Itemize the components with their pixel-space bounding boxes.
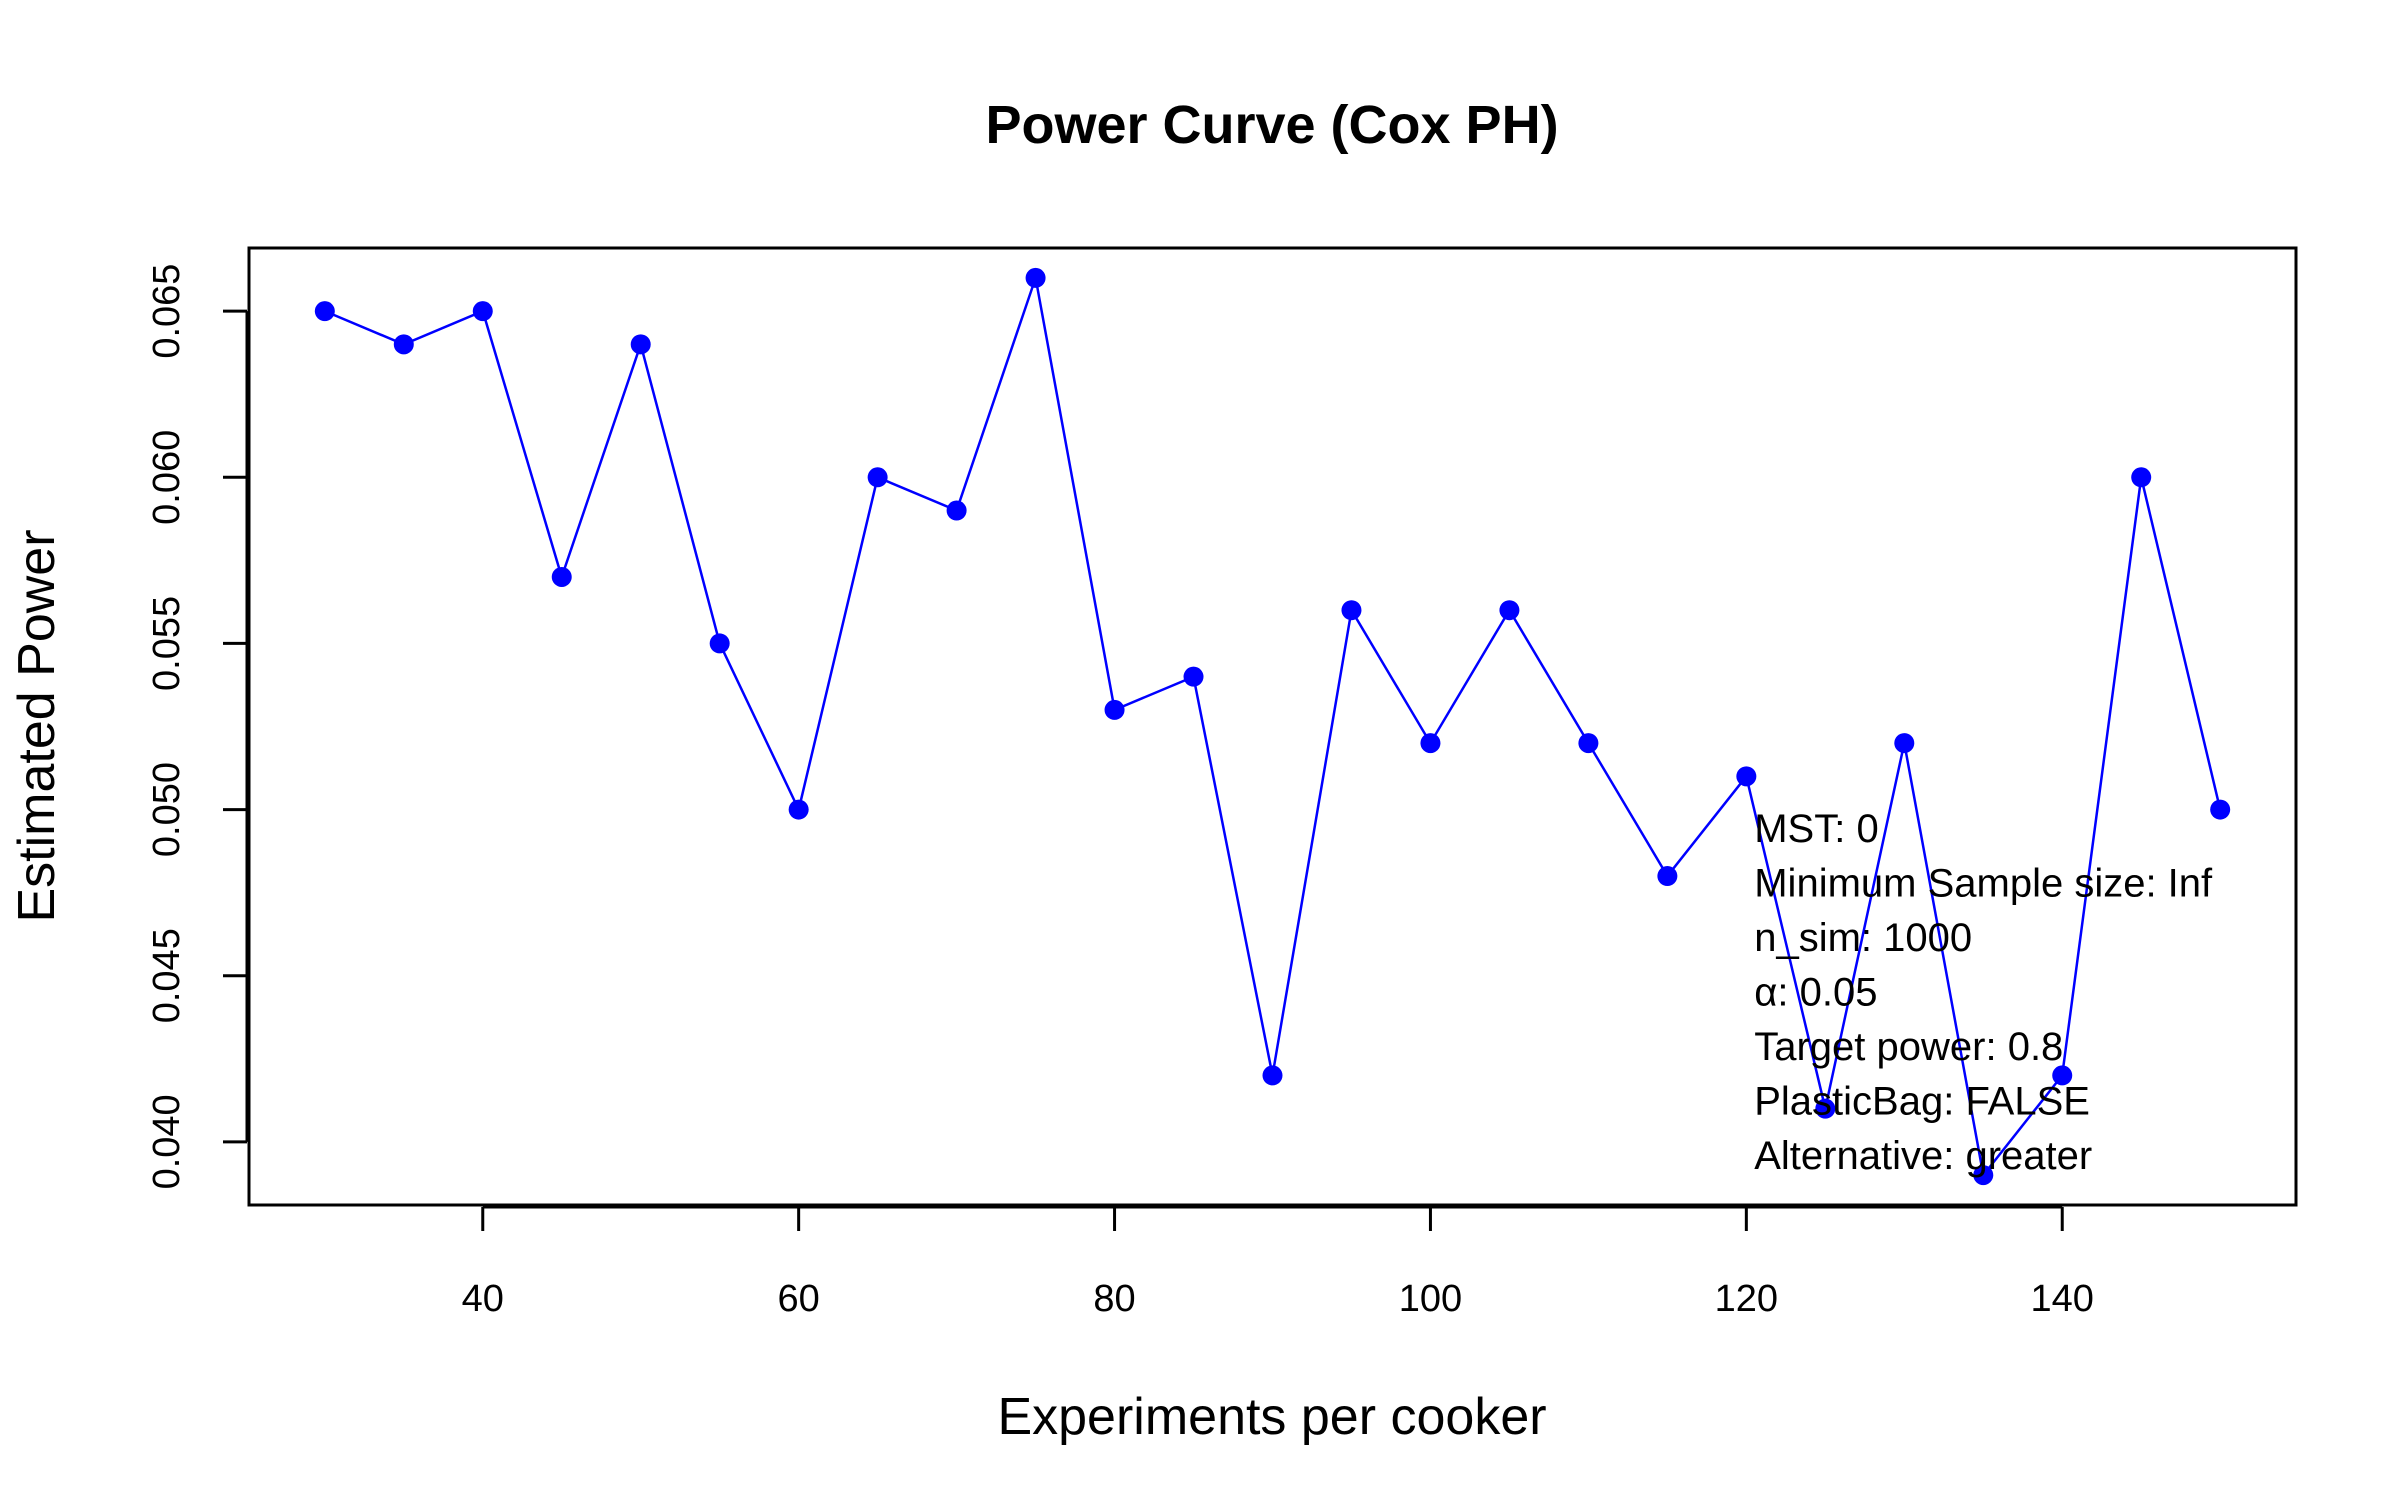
annotation-line: n_sim: 1000 <box>1754 916 1972 960</box>
annotation-line: α: 0.05 <box>1754 971 1877 1015</box>
y-axis-title: Estimated Power <box>8 529 66 922</box>
x-tick-label: 100 <box>1399 1278 1462 1320</box>
x-tick-label: 120 <box>1715 1278 1778 1320</box>
data-point <box>1578 733 1599 754</box>
y-tick-label: 0.040 <box>146 1094 188 1189</box>
data-point <box>867 467 888 488</box>
annotation-line: Alternative: greater <box>1754 1134 2092 1178</box>
data-point <box>788 799 809 820</box>
data-point <box>1104 699 1125 720</box>
data-point <box>2131 467 2152 488</box>
data-point <box>472 301 493 322</box>
y-tick-label: 0.060 <box>146 430 188 525</box>
data-point <box>1262 1065 1283 1086</box>
x-axis: 40 60 80 100 120 140 <box>462 1205 2094 1320</box>
data-point <box>2052 1065 2073 1086</box>
data-point <box>1420 733 1441 754</box>
y-axis: 0.040 0.045 0.050 0.055 0.060 0.065 <box>146 264 249 1189</box>
x-tick-label: 40 <box>462 1278 504 1320</box>
x-axis-title: Experiments per cooker <box>997 1388 1546 1446</box>
annotation-line: MST: 0 <box>1754 807 1878 851</box>
x-tick-label: 80 <box>1093 1278 1135 1320</box>
plot-frame <box>247 246 2298 1207</box>
chart-title: Power Curve (Cox PH) <box>985 95 1558 155</box>
data-point <box>709 633 730 654</box>
annotation-line: Minimum Sample size: Inf <box>1754 862 2213 906</box>
series-layer <box>314 267 2231 1186</box>
annotation-line: PlasticBag: FALSE <box>1754 1080 2090 1124</box>
data-point <box>1894 733 1915 754</box>
annotation-line: Target power: 0.8 <box>1754 1025 2063 1069</box>
annotation-block: MST: 0 Minimum Sample size: Inf n_sim: 100… <box>1754 807 2213 1178</box>
data-point <box>1499 600 1520 621</box>
x-tick-label: 60 <box>778 1278 820 1320</box>
data-point <box>1341 600 1362 621</box>
data-point <box>1657 866 1678 887</box>
y-tick-label: 0.050 <box>146 762 188 857</box>
y-tick-label: 0.055 <box>146 596 188 691</box>
data-point <box>393 334 414 355</box>
data-point <box>1736 766 1757 787</box>
x-tick-label: 140 <box>2031 1278 2094 1320</box>
y-tick-label: 0.065 <box>146 264 188 359</box>
data-point <box>551 566 572 587</box>
data-point <box>1973 1165 1994 1186</box>
data-point <box>946 500 967 521</box>
data-point <box>1815 1098 1836 1119</box>
data-point <box>314 301 335 322</box>
data-point <box>630 334 651 355</box>
y-tick-label: 0.045 <box>146 928 188 1023</box>
data-point <box>1183 666 1204 687</box>
data-point <box>1025 267 1046 288</box>
data-point <box>2210 799 2231 820</box>
